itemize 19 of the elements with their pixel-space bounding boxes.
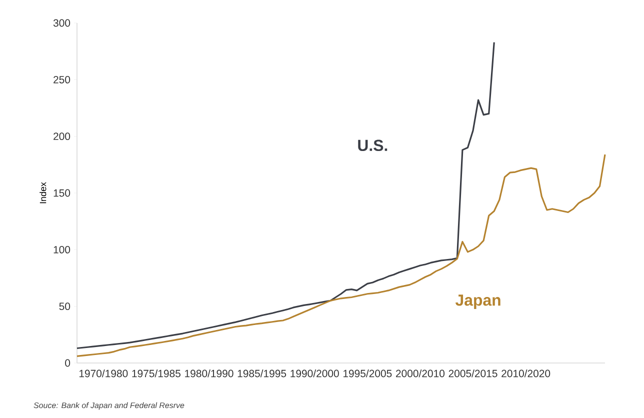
x-tick-label: 1980/1990 [185, 370, 234, 378]
x-tick-label: 1975/1985 [132, 370, 180, 378]
x-tick-label: 1970/1980 [79, 370, 128, 378]
y-tick-label: 300 [53, 19, 70, 27]
y-axis-title: Index [40, 182, 46, 204]
series-label: Japan [455, 294, 500, 309]
x-tick-label: 1985/1995 [238, 370, 286, 378]
x-tick-label: 2010/2020 [502, 370, 550, 378]
x-tick-label: 2005/2015 [448, 370, 498, 378]
x-tick-label: 2000/2010 [396, 370, 445, 378]
x-tick-label: 1995/2005 [343, 370, 392, 378]
x-tick-label: 1990/2000 [290, 370, 339, 378]
y-tick-label: 0 [65, 359, 70, 367]
y-tick-label: 200 [54, 132, 70, 140]
y-tick-label: 150 [54, 189, 70, 197]
y-tick-label: 50 [59, 302, 70, 310]
y-tick-label: 250 [54, 76, 70, 84]
y-tick-label: 100 [54, 246, 70, 254]
text: U.S. [358, 140, 388, 152]
